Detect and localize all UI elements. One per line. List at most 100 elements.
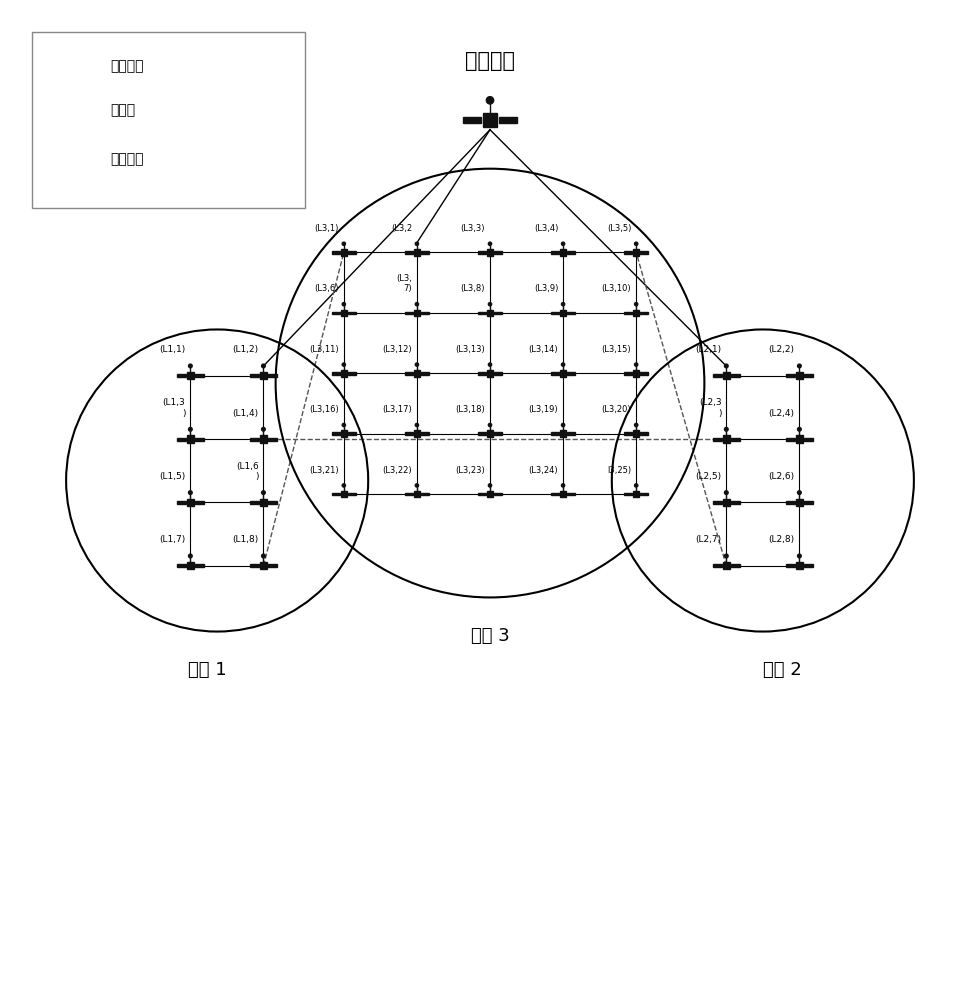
Text: (L3,
7): (L3, 7) (396, 274, 412, 293)
Polygon shape (499, 117, 517, 123)
Text: (L3,13): (L3,13) (456, 345, 485, 354)
Text: 主　星: 主 星 (110, 103, 135, 117)
Polygon shape (722, 435, 730, 443)
Circle shape (342, 423, 346, 427)
Text: (L3,21): (L3,21) (310, 466, 339, 475)
Polygon shape (731, 374, 740, 377)
Circle shape (562, 242, 564, 245)
Polygon shape (551, 312, 560, 314)
Polygon shape (624, 372, 632, 375)
Text: 星群 1: 星群 1 (188, 661, 226, 679)
Polygon shape (405, 432, 414, 435)
Polygon shape (786, 374, 795, 377)
Polygon shape (494, 251, 502, 254)
Circle shape (342, 484, 346, 487)
Text: (L3,9): (L3,9) (534, 284, 559, 293)
Polygon shape (796, 372, 803, 379)
Polygon shape (712, 438, 722, 441)
Polygon shape (186, 562, 194, 569)
Circle shape (798, 364, 802, 368)
Polygon shape (414, 310, 420, 316)
Polygon shape (348, 493, 356, 495)
Polygon shape (640, 251, 648, 254)
Polygon shape (712, 564, 722, 567)
Circle shape (188, 491, 192, 494)
Polygon shape (260, 499, 268, 506)
Circle shape (188, 364, 192, 368)
Circle shape (64, 101, 69, 105)
Polygon shape (494, 432, 502, 435)
Text: (L2,2): (L2,2) (768, 345, 795, 354)
Polygon shape (405, 493, 414, 495)
Polygon shape (624, 493, 632, 495)
Circle shape (188, 427, 192, 431)
Text: (L3,1): (L3,1) (315, 224, 339, 233)
Polygon shape (61, 66, 72, 77)
Text: (L3,14): (L3,14) (528, 345, 559, 354)
Polygon shape (804, 374, 812, 377)
Polygon shape (341, 491, 347, 497)
Polygon shape (478, 251, 486, 254)
Polygon shape (260, 435, 268, 443)
Circle shape (342, 363, 346, 366)
Polygon shape (250, 501, 259, 504)
Polygon shape (786, 438, 795, 441)
Polygon shape (268, 501, 277, 504)
Text: l3,25): l3,25) (608, 466, 631, 475)
Polygon shape (551, 432, 560, 435)
Polygon shape (71, 162, 79, 165)
Polygon shape (624, 312, 632, 314)
Circle shape (798, 554, 802, 558)
Polygon shape (341, 370, 347, 377)
Text: (L2,6): (L2,6) (768, 472, 795, 481)
Text: (L2,1): (L2,1) (695, 345, 721, 354)
Circle shape (634, 423, 638, 427)
Polygon shape (420, 372, 429, 375)
Circle shape (488, 423, 492, 427)
Text: (L1,3
): (L1,3 ) (163, 398, 185, 418)
Text: (L2,5): (L2,5) (695, 472, 721, 481)
Polygon shape (731, 501, 740, 504)
Polygon shape (260, 372, 268, 379)
Circle shape (562, 423, 564, 427)
Text: (L1,1): (L1,1) (159, 345, 185, 354)
Circle shape (262, 427, 266, 431)
Polygon shape (348, 312, 356, 314)
Polygon shape (332, 251, 340, 254)
Polygon shape (640, 493, 648, 495)
Polygon shape (731, 438, 740, 441)
Polygon shape (186, 499, 194, 506)
Polygon shape (560, 370, 566, 377)
Text: (L3,2: (L3,2 (391, 224, 412, 233)
Polygon shape (712, 501, 722, 504)
Circle shape (488, 242, 492, 245)
Polygon shape (482, 113, 498, 127)
Text: (L3,3): (L3,3) (461, 224, 485, 233)
Polygon shape (341, 430, 347, 437)
Polygon shape (786, 501, 795, 504)
Polygon shape (494, 493, 502, 495)
Polygon shape (420, 312, 429, 314)
Polygon shape (348, 251, 356, 254)
Circle shape (634, 363, 638, 366)
Polygon shape (414, 249, 420, 256)
Polygon shape (796, 562, 803, 569)
Polygon shape (50, 113, 61, 117)
Polygon shape (268, 438, 277, 441)
Text: (L2,4): (L2,4) (768, 409, 795, 418)
Polygon shape (478, 372, 486, 375)
Polygon shape (804, 564, 812, 567)
Text: (L1,4): (L1,4) (232, 409, 259, 418)
Circle shape (562, 484, 564, 487)
Text: (L1,6
): (L1,6 ) (236, 462, 259, 481)
Text: (L3,8): (L3,8) (461, 284, 485, 293)
Polygon shape (633, 310, 639, 316)
Text: (L1,2): (L1,2) (232, 345, 259, 354)
Circle shape (562, 303, 564, 306)
Polygon shape (332, 432, 340, 435)
Polygon shape (420, 432, 429, 435)
Polygon shape (624, 432, 632, 435)
Text: (L3,23): (L3,23) (456, 466, 485, 475)
Polygon shape (332, 372, 340, 375)
Polygon shape (414, 430, 420, 437)
